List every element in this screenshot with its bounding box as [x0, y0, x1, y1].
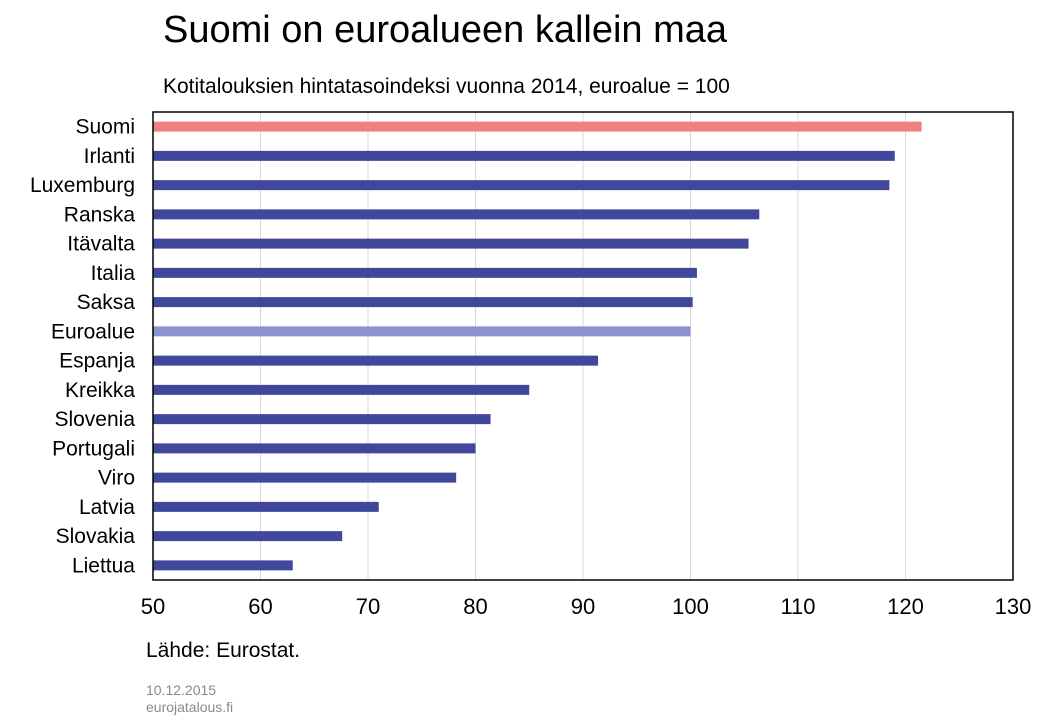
- bar-chart: Suomi Irlanti Luxemburg Ranska Itävalta Itali…: [30, 111, 1032, 619]
- bar-slovakia: [153, 531, 343, 542]
- category-label: Luxemburg: [30, 174, 135, 197]
- bar-liettua: [153, 560, 293, 571]
- chart-title: Suomi on euroalueen kallein maa: [163, 9, 728, 51]
- bar-luxemburg: [153, 180, 890, 191]
- plot-frame: [152, 111, 1014, 581]
- x-tick-label: 80: [463, 594, 487, 619]
- x-tick-label: 100: [672, 594, 709, 619]
- bar-itävalta: [153, 238, 749, 249]
- source-note: Lähde: Eurostat.: [146, 639, 301, 662]
- category-label: Itävalta: [67, 233, 135, 256]
- bar-ranska: [153, 209, 760, 220]
- x-tick-label: 130: [995, 594, 1032, 619]
- category-label: Irlanti: [84, 145, 135, 168]
- bar-slovenia: [153, 414, 491, 425]
- bar-espanja: [153, 355, 599, 366]
- category-label: Euroalue: [51, 320, 135, 343]
- category-label: Saksa: [77, 291, 136, 314]
- x-tick-label: 50: [141, 594, 165, 619]
- bar-portugali: [153, 443, 476, 454]
- category-label: Italia: [91, 262, 136, 285]
- x-tick-label: 110: [780, 594, 815, 619]
- bar-kreikka: [153, 384, 530, 395]
- bar-suomi: [153, 121, 922, 132]
- category-label: Latvia: [79, 496, 135, 519]
- category-label: Suomi: [75, 116, 135, 139]
- chart-subtitle: Kotitalouksien hintatasoindeksi vuonna 2…: [163, 75, 730, 98]
- category-label: Kreikka: [65, 379, 135, 402]
- x-tick-label: 90: [571, 594, 595, 619]
- category-label: Viro: [98, 467, 135, 490]
- category-label: Espanja: [59, 350, 135, 373]
- category-labels: Suomi Irlanti Luxemburg Ranska Itävalta Itali…: [30, 116, 135, 578]
- bar-saksa: [153, 297, 693, 308]
- bar-euroalue: [153, 326, 691, 337]
- bar-latvia: [153, 501, 379, 512]
- bars: [153, 121, 922, 571]
- category-label: Liettua: [72, 554, 135, 577]
- category-label: Slovenia: [54, 408, 135, 431]
- category-label: Portugali: [52, 437, 135, 460]
- category-label: Slovakia: [56, 525, 136, 548]
- x-tick-label: 60: [248, 594, 272, 619]
- site-name: eurojatalous.fi: [146, 699, 234, 715]
- category-label: Ranska: [64, 203, 136, 226]
- publish-date: 10.12.2015: [146, 682, 217, 698]
- x-tick-label: 120: [887, 594, 924, 619]
- footer-meta: 10.12.2015 eurojatalous.fi: [146, 682, 233, 716]
- bar-irlanti: [153, 150, 895, 161]
- bar-viro: [153, 472, 457, 483]
- bar-italia: [153, 267, 697, 278]
- x-tick-labels: 50 60 70 80 90 100 110 120 130: [141, 594, 1032, 619]
- x-tick-label: 70: [356, 594, 380, 619]
